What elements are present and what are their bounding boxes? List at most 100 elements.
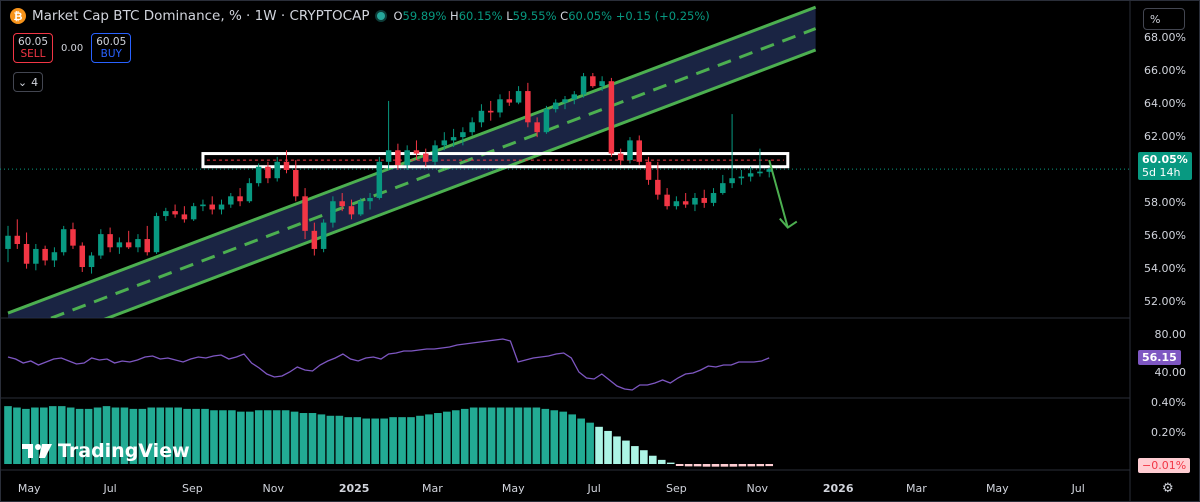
rsi-axis-label-high: 80.00 — [1154, 328, 1187, 341]
histogram-bar — [272, 410, 281, 464]
histogram-bar — [75, 408, 84, 464]
candle-body — [274, 161, 280, 179]
sell-button[interactable]: 60.05 SELL — [13, 33, 53, 63]
histogram-bar — [228, 410, 236, 464]
candle-body — [608, 81, 615, 154]
histogram-bar — [299, 413, 308, 464]
candle-body — [246, 183, 253, 202]
histogram-bar — [129, 408, 138, 464]
histogram-bar — [478, 407, 487, 464]
candle-body — [617, 153, 624, 161]
candle-body — [562, 99, 568, 103]
candle-body — [682, 201, 689, 205]
candle-body — [515, 91, 522, 103]
candle-body — [51, 252, 58, 261]
histogram-bar — [541, 408, 550, 464]
candle-body — [720, 183, 726, 194]
candle-body — [367, 197, 373, 202]
rsi-line — [7, 338, 770, 391]
time-axis-label: Mar — [906, 482, 927, 495]
candle-body — [125, 242, 132, 248]
candle-body — [237, 196, 243, 202]
histogram-bar — [460, 408, 469, 464]
histogram-bar — [353, 417, 362, 464]
candle-body — [450, 137, 457, 141]
candle-body — [265, 166, 271, 179]
histogram-bar — [111, 407, 120, 464]
candle-body — [320, 222, 327, 249]
candle-body — [200, 204, 206, 207]
histogram-bar — [165, 407, 174, 464]
time-axis-label: 2026 — [822, 482, 854, 495]
candle-body — [116, 242, 123, 248]
candle-body — [599, 81, 605, 87]
candle-body — [747, 173, 754, 177]
market-status-icon[interactable] — [377, 12, 386, 20]
projection-arrow — [768, 159, 789, 228]
candle-body — [571, 94, 578, 100]
candle-body — [543, 109, 550, 133]
hist-axis-label-high: 0.40% — [1151, 396, 1186, 409]
histogram-bar — [398, 417, 406, 464]
histogram-bar — [631, 446, 639, 464]
histogram-bar — [702, 464, 711, 467]
current-price-value: 60.05% — [1142, 153, 1188, 166]
histogram-bar — [290, 411, 299, 464]
candle-body — [60, 229, 67, 253]
candle-body — [525, 91, 531, 123]
histogram-bar — [711, 464, 720, 467]
low-label: L — [506, 9, 513, 23]
candle-body — [293, 170, 299, 197]
projection-arrow-head — [779, 217, 798, 229]
high-label: H — [450, 9, 459, 23]
histogram-bar — [371, 418, 379, 464]
bitcoin-icon: ₿ — [10, 8, 26, 24]
time-axis-label: Sep — [181, 482, 203, 495]
candle-body — [302, 196, 308, 231]
candle-body — [88, 255, 95, 268]
histogram-bar — [263, 410, 272, 464]
histogram-bar — [640, 450, 648, 464]
candle-body — [163, 211, 169, 217]
histogram-bar — [532, 407, 541, 464]
candle-body — [172, 211, 178, 215]
histogram-bar — [22, 408, 30, 464]
price-axis-label: 54.00% — [1144, 261, 1186, 275]
main-pane[interactable] — [0, 5, 1130, 356]
candle-body — [645, 161, 652, 180]
histogram-bar — [308, 413, 317, 464]
gear-icon[interactable]: ⚙ — [1162, 481, 1174, 496]
scale-mode-button[interactable]: % — [1143, 8, 1185, 30]
buy-label: BUY — [100, 48, 122, 60]
histogram-bar — [443, 411, 451, 464]
price-axis-label: 64.00% — [1144, 97, 1186, 111]
low-value: 59.55% — [512, 9, 557, 23]
candle-body — [729, 178, 735, 184]
indicators-toggle-button[interactable]: ⌄ 4 — [13, 72, 43, 92]
candle-body — [478, 110, 485, 123]
histogram-bar — [407, 417, 415, 464]
tradingview-brand[interactable]: TradingView — [20, 440, 190, 462]
symbol-header: ₿ Market Cap BTC Dominance, % · 1W · CRY… — [10, 8, 710, 24]
channel-mid-line — [47, 27, 817, 318]
candle-body — [283, 161, 290, 170]
histogram-bar — [4, 406, 12, 464]
candle-body — [153, 216, 160, 253]
histogram-bar — [183, 408, 191, 464]
symbol-title[interactable]: Market Cap BTC Dominance, % · 1W · CRYPT… — [32, 8, 370, 24]
histogram-bar — [31, 407, 39, 464]
histogram-bar — [380, 418, 388, 464]
histogram-bar — [765, 464, 774, 467]
histogram-bar — [434, 413, 442, 464]
histogram-bar — [138, 408, 147, 464]
buy-button[interactable]: 60.05 BUY — [91, 33, 132, 63]
candle-body — [487, 110, 494, 113]
histogram-bar — [675, 464, 684, 466]
sell-price: 60.05 — [17, 36, 49, 48]
candle-body — [627, 140, 633, 161]
candle-body — [757, 171, 763, 174]
time-axis-label: Jul — [587, 482, 601, 495]
histogram-bar — [496, 407, 505, 464]
sell-label: SELL — [20, 48, 46, 60]
